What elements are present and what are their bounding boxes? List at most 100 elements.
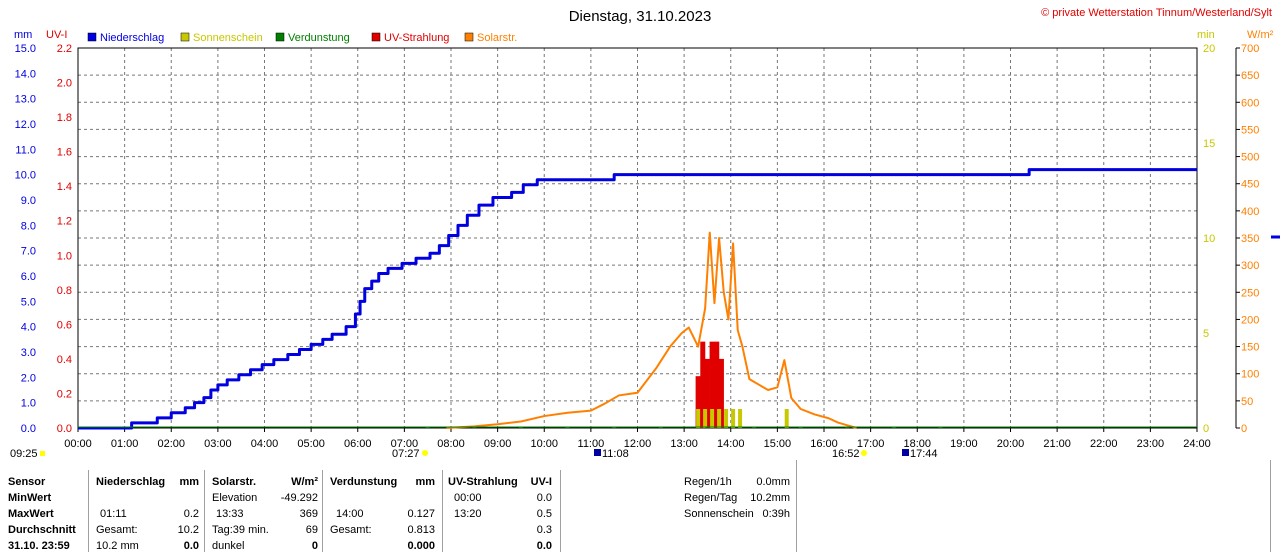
x-tick-label: 16:00 <box>810 438 838 450</box>
mm-tick-label: 5.0 <box>21 296 36 308</box>
legend-swatch <box>180 32 190 42</box>
x-tick-label: 23:00 <box>1137 438 1165 450</box>
precipitation-line <box>78 168 1197 430</box>
cell-value: 0.3 <box>536 524 552 536</box>
summary-value: 0.0mm <box>756 476 790 488</box>
x-tick-label: 20:00 <box>997 438 1025 450</box>
cell-label: 10.2 mm <box>96 540 139 552</box>
x-tick-label: 19:00 <box>950 438 978 450</box>
chart-title: Dienstag, 31.10.2023 <box>569 8 712 25</box>
mm-tick-label: 0.0 <box>21 423 36 435</box>
col-header: Solarstr. <box>212 476 257 488</box>
col-unit: UV-I <box>530 476 552 488</box>
axes <box>77 47 1240 432</box>
sunshine-bar <box>731 409 736 428</box>
wm2-tick-label: 400 <box>1241 206 1259 218</box>
cell-value: 0.127 <box>407 508 435 520</box>
x-tick-label: 07:00 <box>391 438 419 450</box>
mm-tick-label: 6.0 <box>21 271 36 283</box>
moonset-time: 17:44 <box>910 448 938 460</box>
wm2-tick-label: 700 <box>1241 43 1259 55</box>
noon-time: 11:08 <box>602 448 629 460</box>
wm2-unit: W/m² <box>1247 29 1274 41</box>
cell-value: 0.000 <box>407 540 435 552</box>
uv-bar <box>714 341 720 428</box>
wm2-tick-label: 250 <box>1241 287 1259 299</box>
cell-label: Tag:39 min. <box>212 524 269 536</box>
legend-label: Solarstr. <box>477 32 517 44</box>
legend: Niederschlag Sonnenschein Verdunstung UV-St… <box>87 32 517 44</box>
tick-labels: 00:00 01:00 02:00 03:00 04:00 05:00 06:00 07:00… <box>15 43 1260 450</box>
mm-tick-label: 3.0 <box>21 347 36 359</box>
moonrise-icon <box>40 451 45 456</box>
wm2-tick-label: 150 <box>1241 342 1259 354</box>
legend-label: Niederschlag <box>100 32 164 44</box>
legend-label: Sonnenschein <box>193 32 263 44</box>
x-tick-label: 15:00 <box>764 438 792 450</box>
uvi-unit: UV-I <box>46 29 67 41</box>
table-divider <box>1270 460 1271 552</box>
uvi-tick-label: 1.6 <box>57 147 72 159</box>
cell-label: 00:00 <box>454 492 482 504</box>
cell-label: 13:20 <box>454 508 482 520</box>
mm-tick-label: 12.0 <box>15 119 36 131</box>
cell-label: 13:33 <box>216 508 244 520</box>
uvi-tick-label: 1.2 <box>57 216 72 228</box>
min-tick-label: 15 <box>1203 138 1215 150</box>
x-tick-label: 01:00 <box>111 438 139 450</box>
cell-value: 69 <box>305 524 318 536</box>
mm-tick-label: 15.0 <box>15 43 36 55</box>
noon-icon <box>594 449 601 456</box>
wm2-tick-label: 500 <box>1241 152 1259 164</box>
moonrise-time: 09:25 <box>10 448 38 460</box>
x-tick-label: 21:00 <box>1043 438 1071 450</box>
wm2-tick-label: 200 <box>1241 314 1259 326</box>
verdunstung-column: Verdunstung mm 14:00 0.127 Gesamt: 0.813 0.… <box>330 474 435 554</box>
table-divider <box>442 470 443 552</box>
uvi-tick-label: 0.8 <box>57 285 72 297</box>
x-tick-label: 13:00 <box>670 438 698 450</box>
sunshine-bar <box>784 409 789 428</box>
summary-block: Regen/1h 0.0mm Regen/Tag 10.2mm Sonnensche… <box>684 474 790 522</box>
uv-bar <box>718 358 724 428</box>
col-header: Niederschlag <box>96 476 166 488</box>
cell-label: Elevation <box>212 492 258 504</box>
row-label: 31.10. 23:59 <box>8 540 70 552</box>
mm-tick-label: 7.0 <box>21 246 36 258</box>
cell-value: 0.2 <box>183 508 199 520</box>
legend-label: UV-Strahlung <box>384 32 449 44</box>
chart-marks <box>78 168 1197 430</box>
wm2-tick-label: 450 <box>1241 179 1259 191</box>
min-tick-label: 0 <box>1203 423 1209 435</box>
min-unit: min <box>1197 29 1215 41</box>
sunshine-bar <box>703 409 708 428</box>
x-tick-label: 10:00 <box>530 438 558 450</box>
min-tick-label: 5 <box>1203 328 1209 340</box>
cell-label: dunkel <box>212 540 245 552</box>
col-header: Verdunstung <box>330 476 398 488</box>
x-tick-label: 04:00 <box>251 438 279 450</box>
niederschlag-column: Niederschlag mm 01:11 0.2 Gesamt: 10.2 10.2… <box>96 474 199 554</box>
uvi-tick-label: 2.0 <box>57 78 72 90</box>
sunrise-icon <box>422 450 428 456</box>
min-tick-label: 10 <box>1203 233 1215 245</box>
mm-tick-label: 1.0 <box>21 398 36 410</box>
sunshine-bar <box>710 409 715 428</box>
event-markers: 09:25 07:27 11:08 16:52 17:44 <box>10 448 938 460</box>
mm-tick-label: 11.0 <box>15 144 36 156</box>
mm-tick-label: 13.0 <box>15 94 36 106</box>
x-tick-label: 12:00 <box>624 438 652 450</box>
cell-value: 0.0 <box>536 492 552 504</box>
wm2-tick-label: 600 <box>1241 97 1259 109</box>
grid <box>78 48 1197 428</box>
cell-value: 10.2 <box>177 524 199 536</box>
x-tick-label: 08:00 <box>437 438 465 450</box>
uv-bar <box>700 341 706 428</box>
sensor-column: Sensor MinWert MaxWert Durchschnitt 31.1… <box>8 474 88 554</box>
x-tick-label: 00:00 <box>64 438 92 450</box>
wm2-tick-label: 0 <box>1241 423 1247 435</box>
x-tick-label: 14:00 <box>717 438 745 450</box>
x-tick-label: 02:00 <box>157 438 185 450</box>
legend-label: Verdunstung <box>288 32 350 44</box>
